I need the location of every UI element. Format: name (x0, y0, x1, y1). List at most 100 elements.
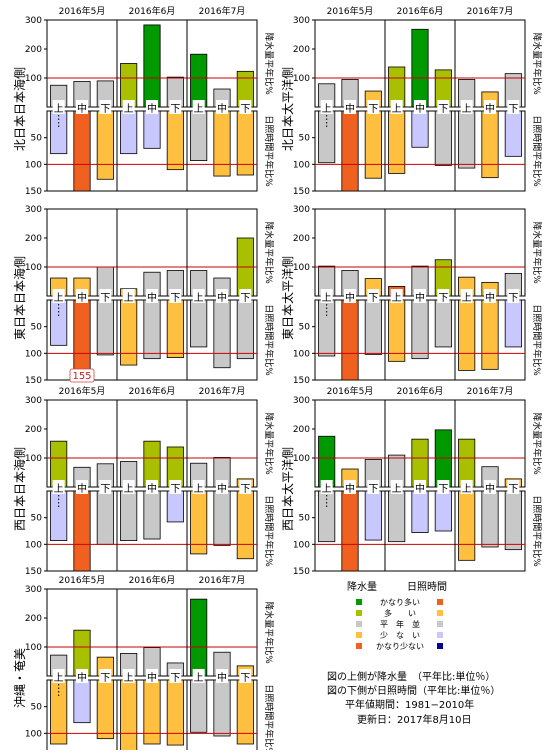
sun-axis-label: 日照時間平年比% (531, 115, 543, 187)
sun-tick-label: 100 (293, 160, 310, 170)
legend-label: かなり多い (380, 597, 420, 607)
rain-tick-label: 100 (25, 263, 42, 273)
sun-tick-label: 150 (25, 187, 42, 197)
category-label: 中 (77, 482, 87, 495)
month-label: 2016年7月 (199, 574, 246, 586)
category-label: 下 (170, 484, 180, 495)
category-label-bg (76, 669, 88, 683)
legend-swatch-rain (356, 643, 362, 649)
category-label-bg (414, 480, 426, 494)
category-label: 上 (124, 292, 134, 304)
month-label: 2016年7月 (199, 385, 246, 397)
category-label-bg (460, 100, 473, 114)
category-label: 下 (368, 293, 378, 304)
category-label-bg (484, 100, 496, 114)
category-label: 下 (170, 673, 180, 684)
region-label: 西日本日本海側 (12, 447, 27, 531)
category-label: 上 (392, 292, 402, 304)
category-label-bg (192, 480, 205, 494)
category-label-bg (437, 480, 450, 494)
category-label-bg (122, 669, 135, 683)
category-label: 上 (392, 483, 402, 495)
rain-axis-label: 降水量平年比% (263, 32, 275, 95)
rain-axis-label: 降水量平年比% (531, 412, 543, 475)
sun-tick-label: 150 (25, 567, 42, 577)
category-label: 上 (194, 103, 204, 115)
category-label-bg (169, 480, 182, 494)
sun-axis-label: 日照時間平年比% (531, 304, 543, 376)
category-label-bg (146, 669, 158, 683)
category-label-bg (390, 289, 403, 303)
legend-swatch-sun (437, 643, 443, 649)
category-label: 中 (415, 102, 425, 115)
category-label: 中 (147, 102, 157, 115)
sun-tick-label: 50 (299, 323, 311, 333)
category-label-bg (146, 480, 158, 494)
sun-tick-label: 100 (25, 349, 42, 359)
legend-swatch-rain (356, 599, 362, 605)
category-label-bg (52, 480, 65, 494)
category-label: 上 (194, 672, 204, 684)
legend-label: 多 い (384, 608, 416, 618)
category-label-bg (239, 669, 252, 683)
category-label-bg (239, 289, 252, 303)
rain-tick-label: 100 (293, 454, 310, 464)
region-label: 西日本太平洋側 (280, 447, 295, 531)
category-label: 下 (100, 104, 110, 115)
category-label-bg (484, 289, 496, 303)
rain-tick-label: 200 (293, 425, 310, 435)
category-label: 上 (124, 672, 134, 684)
region-panel-3: 東日本太平洋側 降水量平年比% 日照時間平年比% 300 200 100 50 100 150 上… (280, 205, 543, 386)
sun-tick-label: 150 (293, 187, 310, 197)
category-label-bg (99, 669, 112, 683)
category-label-bg (216, 100, 228, 114)
category-label-bg (390, 100, 403, 114)
category-label: 上 (194, 483, 204, 495)
sun-tick-label: 50 (31, 703, 43, 713)
category-label: 中 (217, 102, 227, 115)
legend-swatch-rain (356, 632, 362, 638)
sun-tick-label: 50 (31, 514, 43, 524)
category-label: 下 (240, 104, 250, 115)
category-label: 中 (345, 102, 355, 115)
category-label-bg (367, 289, 380, 303)
rain-axis-label: 降水量平年比% (263, 412, 275, 475)
legend-swatch-rain (356, 621, 362, 627)
rain-tick-label: 200 (25, 45, 42, 55)
sun-tick-label: 50 (31, 323, 43, 333)
sun-tick-label: 50 (299, 134, 311, 144)
category-label: 下 (240, 293, 250, 304)
sun-axis-label: 日照時間平年比% (263, 304, 275, 376)
category-label-bg (344, 100, 356, 114)
region-label: 東日本太平洋側 (280, 256, 295, 340)
sun-tick-label: 100 (293, 540, 310, 550)
category-label-bg (320, 289, 333, 303)
category-label: 下 (508, 293, 518, 304)
category-label-bg (507, 100, 520, 114)
legend-swatch-rain (356, 610, 362, 616)
category-label: 中 (147, 482, 157, 495)
category-label: 下 (170, 293, 180, 304)
category-label-bg (367, 100, 380, 114)
category-label-bg (216, 480, 228, 494)
category-label: 中 (415, 291, 425, 304)
category-label-bg (52, 669, 65, 683)
legend-swatch-sun (437, 621, 443, 627)
rain-tick-label: 200 (25, 234, 42, 244)
sun-tick-label: 100 (25, 160, 42, 170)
month-label: 2016年7月 (467, 5, 514, 17)
category-label: 中 (217, 482, 227, 495)
region-label: 東日本日本海側 (12, 256, 27, 340)
category-label-bg (99, 100, 112, 114)
rain-tick-label: 100 (293, 74, 310, 84)
category-label: 上 (392, 103, 402, 115)
legend-swatch-sun (437, 632, 443, 638)
category-label-bg (320, 480, 333, 494)
sun-tick-label: 100 (25, 540, 42, 550)
rain-tick-label: 300 (293, 205, 310, 215)
